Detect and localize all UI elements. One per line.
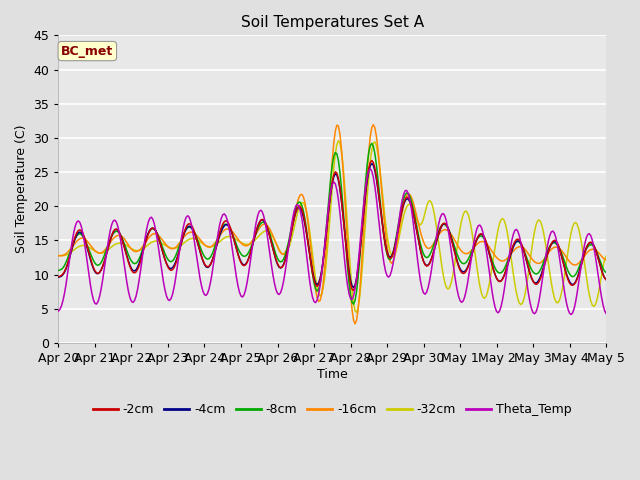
Legend: -2cm, -4cm, -8cm, -16cm, -32cm, Theta_Temp: -2cm, -4cm, -8cm, -16cm, -32cm, Theta_Te… (88, 398, 577, 421)
Text: BC_met: BC_met (61, 45, 113, 58)
Title: Soil Temperatures Set A: Soil Temperatures Set A (241, 15, 424, 30)
X-axis label: Time: Time (317, 368, 348, 381)
Y-axis label: Soil Temperature (C): Soil Temperature (C) (15, 125, 28, 253)
